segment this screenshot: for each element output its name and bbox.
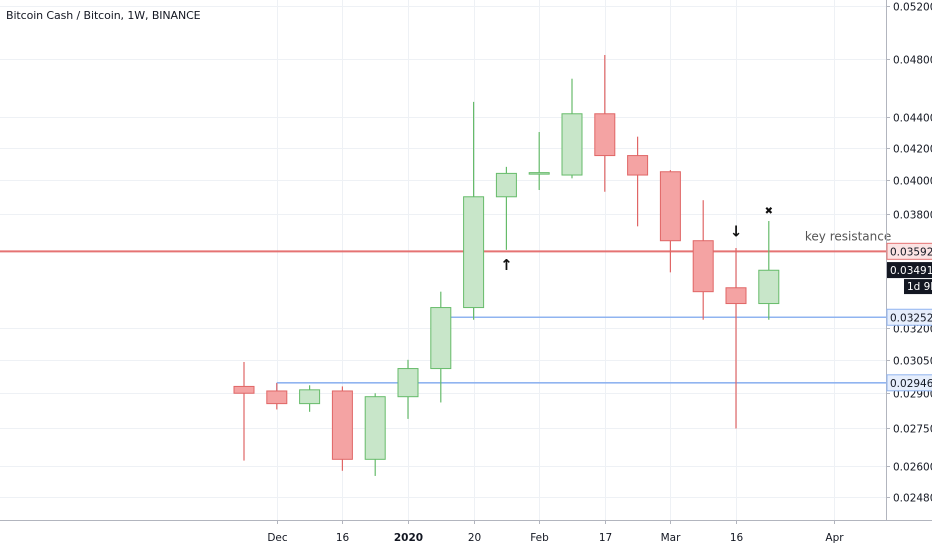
key-resistance-price-label: 0.035921 (890, 246, 932, 258)
candle-body (331, 390, 353, 460)
candle (692, 200, 714, 320)
candle (266, 383, 288, 410)
y-tick-label: 0.030500 (893, 356, 932, 368)
candle-body (758, 269, 780, 305)
y-tick-label: 0.027500 (893, 424, 932, 436)
candle (430, 291, 452, 403)
candle (725, 248, 747, 429)
candle (299, 385, 321, 412)
x-tick-label: Mar (661, 532, 681, 544)
key-resistance-label: key resistance (805, 230, 891, 244)
x-tick-label: 2020 (394, 532, 423, 544)
countdown-tag (904, 279, 932, 295)
time-axis[interactable]: Dec 16 2020 20 Feb 17 Mar 16 Apr (267, 520, 844, 544)
countdown-label: 1d 9h (907, 281, 932, 293)
candle-body (364, 396, 386, 460)
candle-body (266, 390, 288, 405)
candle (758, 221, 780, 320)
candle (659, 170, 681, 273)
candle-body (528, 172, 550, 175)
grid-lines (0, 0, 886, 520)
up-arrow-icon: ↑ (500, 256, 513, 274)
candles (233, 54, 780, 476)
candle (594, 54, 616, 192)
y-tick-label: 0.024800 (893, 493, 932, 505)
candle (627, 136, 649, 227)
candle (463, 101, 485, 320)
y-tick-label: 0.052000 (893, 2, 932, 14)
candle-body (692, 240, 714, 293)
candle-body (627, 155, 649, 176)
y-tick-label: 0.038000 (893, 210, 932, 222)
candle-body (659, 171, 681, 242)
support-upper-price-label: 0.032521 (890, 312, 932, 324)
y-tick-label: 0.048000 (893, 55, 932, 67)
candle-body (463, 196, 485, 309)
y-tick-label: 0.032000 (893, 324, 932, 336)
horizontal-lines (0, 250, 886, 391)
x-tick-label: 17 (599, 532, 612, 544)
candle-body (594, 113, 616, 157)
x-tick-label: Apr (825, 532, 844, 544)
candle (397, 359, 419, 419)
price-axis[interactable]: 0.052000 0.048000 0.044000 0.042000 0.040000… (886, 2, 932, 505)
candle (364, 393, 386, 476)
x-tick-label: 16 (336, 532, 350, 544)
y-tick-label: 0.026000 (893, 462, 932, 474)
down-arrow-icon: ↓ (730, 223, 743, 241)
candle (495, 166, 517, 250)
support-upper-price-tag (886, 308, 932, 326)
candle-body (495, 172, 517, 198)
candle-body (299, 389, 321, 405)
candle-body (725, 287, 747, 305)
candle-body (430, 307, 452, 370)
support-lower-price-tag (886, 374, 932, 392)
x-tick-label: 16 (730, 532, 744, 544)
x-tick-label: 20 (468, 532, 481, 544)
chart-title: Bitcoin Cash / Bitcoin, 1W, BINANCE (6, 9, 201, 22)
annotations: ↑ ↓ ✖ key resistance (500, 206, 891, 274)
candle (233, 361, 255, 461)
x-tick-label: Feb (530, 532, 549, 544)
y-tick-label: 0.029000 (893, 389, 932, 401)
candle-body (397, 368, 419, 398)
axes (0, 0, 932, 521)
key-resistance-price-tag (886, 242, 932, 260)
current-price-label: 0.034919 (890, 265, 932, 277)
candle (561, 78, 583, 179)
candle-body (233, 385, 255, 394)
y-tick-label: 0.040000 (893, 176, 932, 188)
candle-body (561, 113, 583, 176)
x-mark-icon: ✖ (765, 206, 773, 217)
candle (528, 132, 550, 191)
current-price-tag (887, 262, 932, 279)
y-tick-label: 0.044000 (893, 113, 932, 125)
y-tick-label: 0.042000 (893, 144, 932, 156)
x-tick-label: Dec (267, 532, 288, 544)
candle (331, 386, 353, 471)
